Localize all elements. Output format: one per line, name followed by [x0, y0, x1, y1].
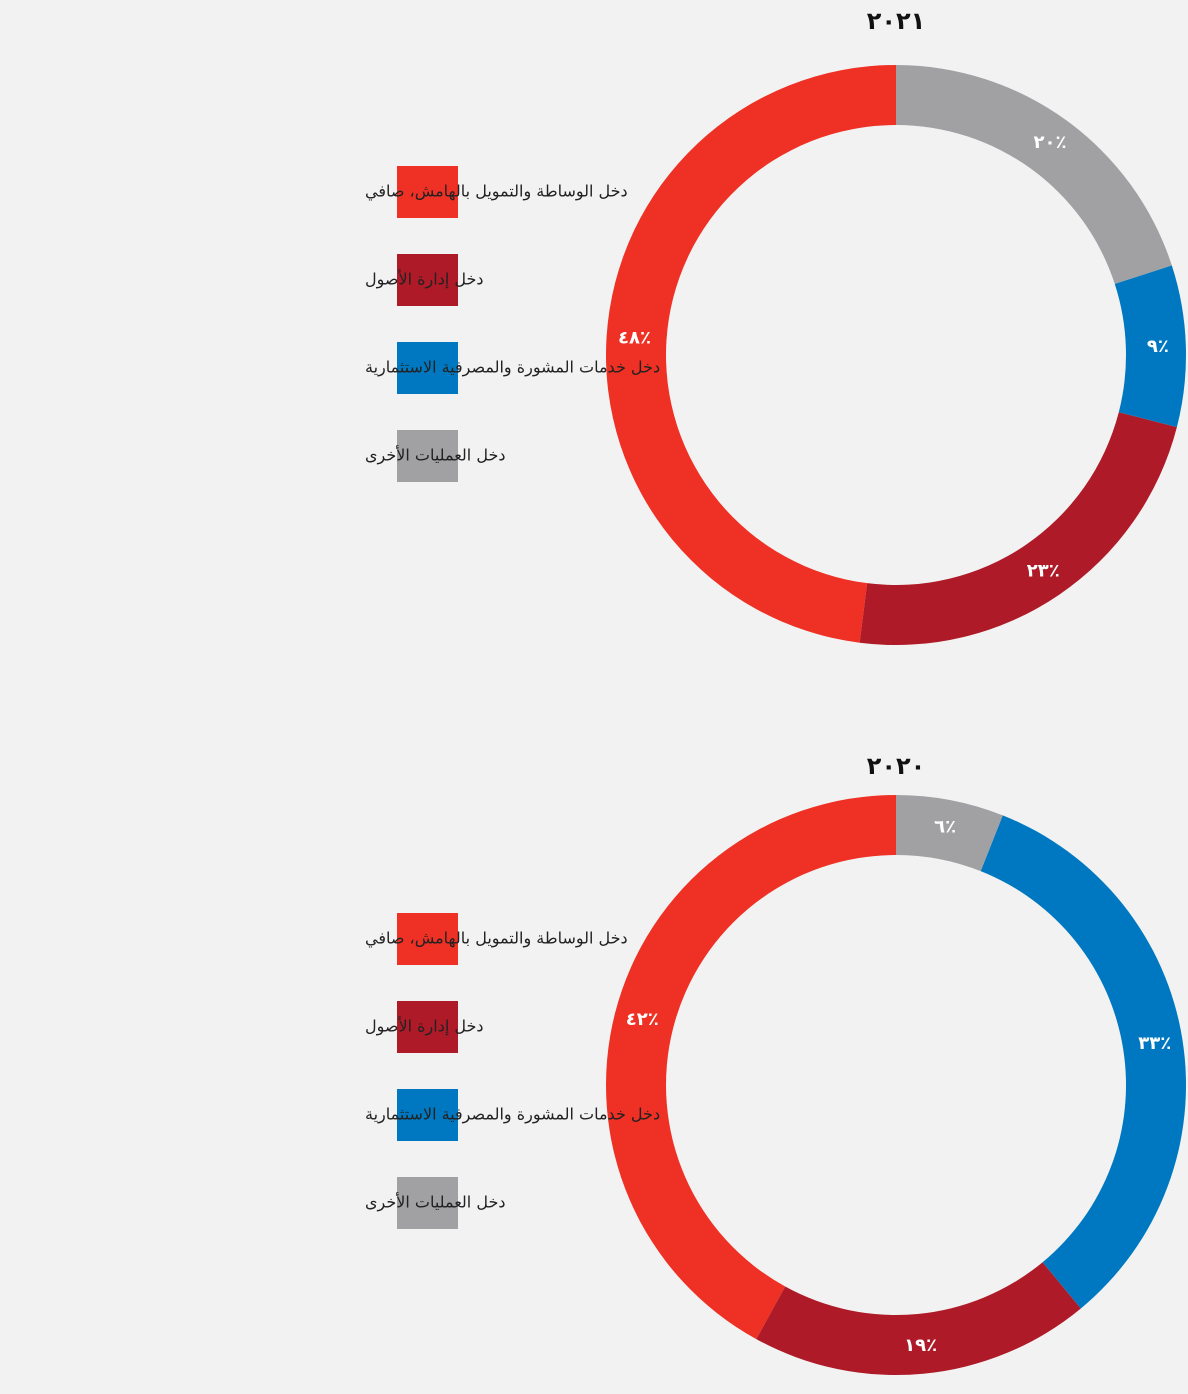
legend-label: دخل خدمات المشورة والمصرفية الاستثمارية [365, 1105, 660, 1125]
legend-label: دخل الوساطة والتمويل بالهامش، صافي [365, 182, 628, 202]
legend-swatch [397, 166, 458, 218]
value-label: ٤٨٪ [618, 328, 651, 349]
donut-slice [859, 412, 1177, 645]
legend-label: دخل العمليات الأخرى [365, 1192, 505, 1213]
legend-swatch [397, 430, 458, 482]
donut-slice [605, 65, 896, 643]
value-label: ٢٣٪ [1027, 561, 1060, 582]
donut-slice [756, 1262, 1081, 1375]
legend-swatch [397, 342, 458, 394]
donut-slice [896, 795, 1003, 872]
legend-swatch [397, 1001, 458, 1053]
value-label: ١٩٪ [904, 1335, 937, 1356]
donut-slice [896, 65, 1172, 284]
donut-slice [1114, 265, 1186, 428]
legend-label: دخل العمليات الأخرى [365, 445, 505, 466]
legend-label: دخل الوساطة والتمويل بالهامش، صافي [365, 929, 628, 949]
value-label: ٩٪ [1147, 336, 1169, 357]
value-label: ٤٢٪ [626, 1009, 659, 1030]
value-label: ٣٣٪ [1138, 1033, 1171, 1054]
value-label: ٦٪ [934, 817, 956, 838]
legend-swatch [397, 1177, 458, 1229]
legend-swatch [397, 254, 458, 306]
chart-title: ٢٠٢٠ [867, 752, 926, 780]
chart-title: ٢٠٢١ [867, 7, 926, 35]
legend-label: دخل إدارة الأصول [365, 1016, 483, 1037]
legend-swatch [397, 913, 458, 965]
legend-label: دخل خدمات المشورة والمصرفية الاستثمارية [365, 358, 660, 378]
legend-swatch [397, 1089, 458, 1141]
donut-slice [606, 795, 896, 1340]
legend-label: دخل إدارة الأصول [365, 269, 483, 290]
value-label: ٢٠٪ [1034, 132, 1067, 153]
donut-slice [980, 815, 1186, 1309]
